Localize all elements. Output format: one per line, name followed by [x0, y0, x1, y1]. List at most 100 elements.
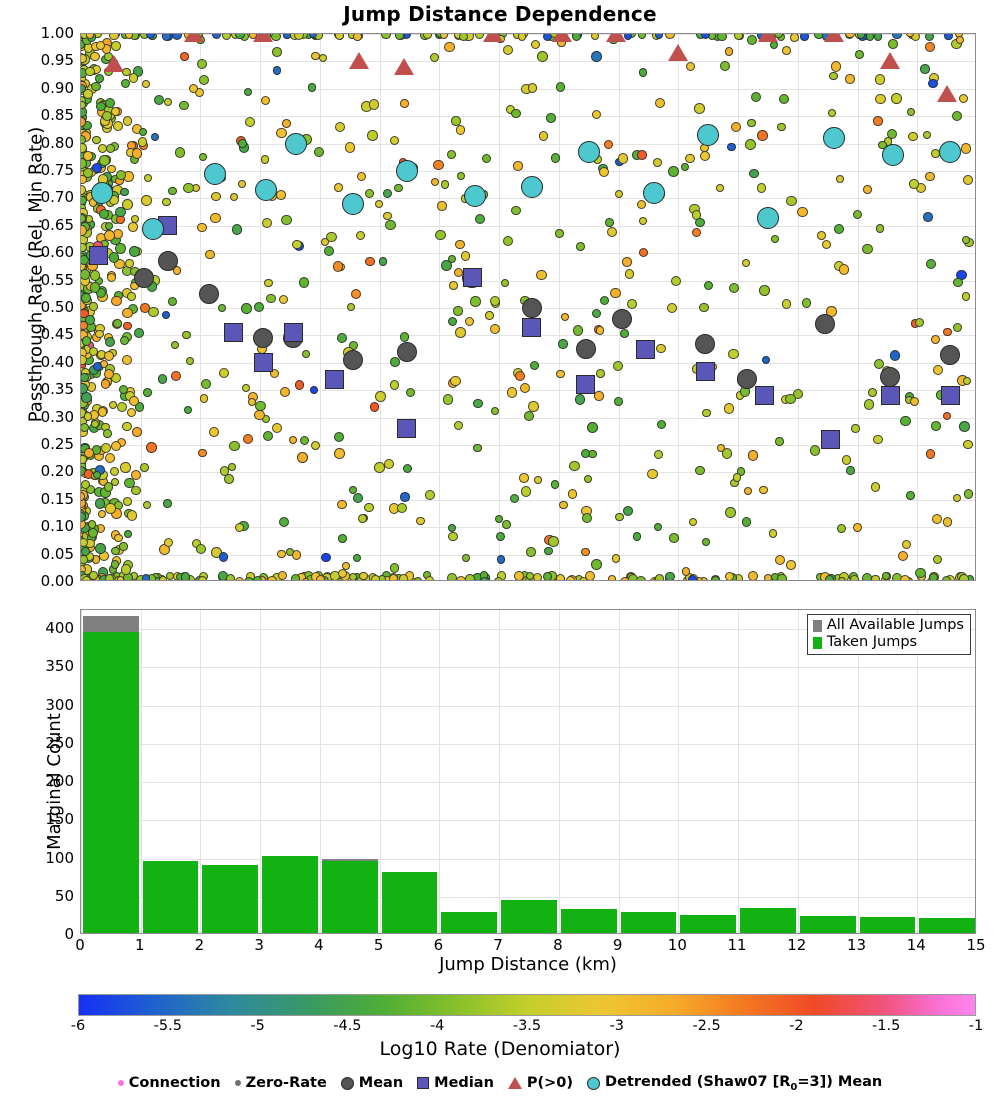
scatter-connection-point	[344, 142, 356, 153]
scatter-connection-point	[506, 387, 518, 398]
scatter-connection-point	[748, 450, 759, 461]
scatter-y-tick: 0.35	[40, 380, 74, 399]
scatter-connection-point	[723, 403, 735, 414]
scatter-legend-item: Detrended (Shaw07 [R0=3]) Mean	[587, 1074, 882, 1093]
scatter-connection-point	[276, 127, 287, 139]
histogram-gridline-h	[81, 858, 975, 860]
scatter-connection-point	[821, 239, 832, 249]
scatter-connection-point	[732, 473, 742, 482]
scatter-connection-point	[128, 73, 139, 84]
scatter-connection-point	[180, 572, 191, 580]
histogram-x-tick: 5	[373, 936, 384, 954]
scatter-connection-point	[92, 135, 101, 145]
scatter-connection-point	[871, 574, 880, 580]
scatter-connection-point	[928, 572, 939, 580]
scatter-connection-point	[110, 106, 121, 117]
scatter-marker-median	[821, 430, 841, 450]
scatter-connection-point	[852, 522, 862, 532]
scatter-gridline-h	[81, 280, 975, 282]
scatter-connection-point	[525, 571, 535, 580]
histogram-bar-taken	[560, 908, 617, 933]
scatter-connection-point	[875, 93, 886, 105]
scatter-connection-point	[106, 273, 116, 283]
scatter-connection-point	[606, 227, 618, 238]
scatter-gridline-h	[81, 171, 975, 172]
scatter-connection-point	[960, 143, 972, 154]
scatter-connection-point	[115, 243, 126, 254]
scatter-connection-point	[496, 554, 506, 564]
scatter-connection-point	[349, 340, 359, 350]
scatter-connection-point	[313, 146, 324, 157]
scatter-connection-point	[559, 500, 568, 510]
scatter-connection-point	[962, 235, 971, 244]
scatter-legend-label: Zero-Rate	[245, 1075, 327, 1092]
scatter-connection-point	[171, 370, 182, 381]
scatter-connection-point	[591, 109, 601, 119]
scatter-connection-point	[302, 350, 311, 359]
colorbar-tick: -4	[429, 1018, 445, 1034]
scatter-connection-point	[654, 98, 665, 109]
scatter-connection-point	[154, 95, 165, 106]
scatter-marker-mean	[575, 339, 596, 360]
scatter-connection-point	[424, 575, 434, 580]
scatter-connection-point	[197, 448, 207, 458]
scatter-connection-point	[123, 497, 132, 507]
scatter-connection-point	[285, 547, 295, 557]
scatter-marker-detrended-mean	[643, 181, 666, 204]
scatter-connection-point	[101, 110, 113, 122]
scatter-connection-point	[720, 60, 731, 71]
scatter-connection-point	[81, 116, 86, 127]
scatter-y-tick: 0.80	[40, 133, 74, 152]
histogram-bar-taken	[262, 855, 318, 933]
scatter-connection-point	[605, 218, 615, 227]
histogram-x-tick: 14	[906, 936, 926, 954]
scatter-connection-point	[262, 415, 271, 424]
scatter-y-tick: 0.70	[40, 188, 74, 207]
scatter-connection-point	[647, 468, 659, 480]
scatter-connection-point	[219, 466, 230, 476]
scatter-connection-point	[399, 332, 410, 342]
scatter-connection-point	[163, 537, 174, 547]
scatter-legend-label: P(>0)	[526, 1075, 574, 1092]
scatter-connection-point	[449, 281, 458, 290]
scatter-points-layer	[81, 34, 975, 580]
scatter-connection-point	[310, 441, 320, 451]
scatter-connection-point	[91, 82, 101, 92]
scatter-connection-point	[757, 129, 768, 141]
scatter-legend-label: Detrended (Shaw07 [R0=3]) Mean	[605, 1074, 883, 1093]
colorbar-tick: -6	[70, 1018, 86, 1034]
scatter-connection-point	[757, 183, 767, 193]
scatter-connection-point	[122, 116, 133, 126]
scatter-connection-point	[531, 39, 541, 49]
scatter-connection-point	[162, 197, 171, 207]
scatter-marker-p-gt-zero	[393, 57, 414, 75]
scatter-connection-point	[132, 148, 143, 159]
scatter-legend-item: Median	[417, 1075, 494, 1091]
scatter-connection-point	[833, 223, 845, 234]
scatter-connection-point	[87, 527, 98, 539]
scatter-connection-point	[424, 489, 436, 501]
histogram-x-tick: 12	[787, 936, 807, 954]
scatter-connection-point	[126, 407, 137, 418]
scatter-connection-point	[195, 544, 206, 554]
scatter-marker-mean	[737, 369, 758, 390]
scatter-connection-point	[495, 531, 505, 541]
scatter-connection-point	[146, 442, 157, 453]
scatter-connection-point	[97, 407, 108, 418]
scatter-connection-point	[334, 182, 344, 192]
scatter-connection-point	[389, 136, 399, 146]
scatter-connection-point	[416, 516, 425, 526]
histogram-gridline-v	[379, 610, 381, 933]
scatter-connection-point	[383, 459, 394, 470]
scatter-connection-point	[931, 421, 942, 432]
scatter-marker-mean	[157, 251, 178, 272]
scatter-connection-point	[338, 534, 347, 543]
scatter-connection-point	[448, 523, 457, 533]
scatter-marker-mean	[814, 314, 835, 335]
scatter-connection-point	[228, 462, 237, 471]
scatter-connection-point	[681, 567, 691, 576]
scatter-connection-point	[653, 158, 663, 167]
scatter-connection-point	[451, 116, 461, 126]
scatter-connection-point	[121, 198, 133, 210]
scatter-connection-point	[208, 426, 219, 437]
